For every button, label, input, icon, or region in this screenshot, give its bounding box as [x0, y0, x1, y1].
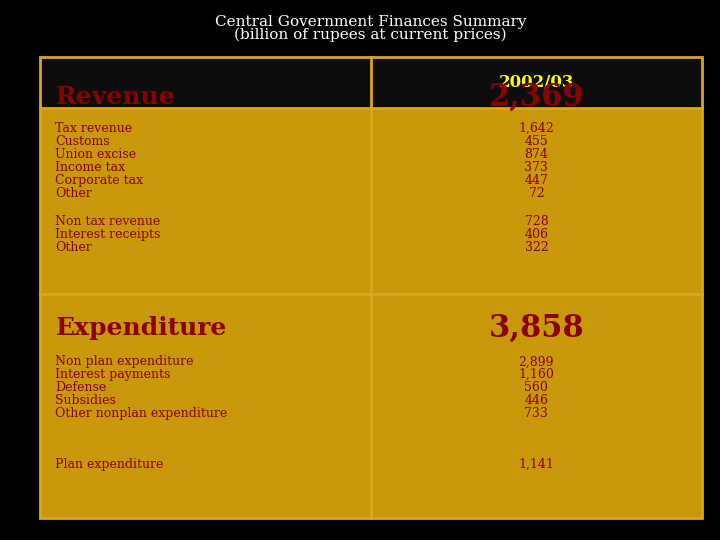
Text: Interest payments: Interest payments: [55, 368, 171, 381]
Text: 2,899: 2,899: [518, 355, 554, 368]
Bar: [40, 57, 702, 518]
Text: 3,858: 3,858: [489, 313, 584, 344]
Text: 733: 733: [524, 407, 549, 420]
Text: 455: 455: [525, 135, 548, 148]
Text: Defense: Defense: [55, 381, 107, 394]
Text: Interest receipts: Interest receipts: [55, 228, 161, 241]
Text: 1,642: 1,642: [518, 122, 554, 135]
Text: 874: 874: [524, 148, 549, 161]
Text: 373: 373: [524, 161, 549, 174]
Text: Other: Other: [55, 187, 92, 200]
Text: Corporate tax: Corporate tax: [55, 174, 143, 187]
Text: 72: 72: [528, 187, 544, 200]
Text: Central Government Finances Summary: Central Government Finances Summary: [215, 15, 526, 29]
Text: Customs: Customs: [55, 135, 110, 148]
Text: Plan expenditure: Plan expenditure: [55, 458, 164, 471]
Text: Revenue: Revenue: [55, 85, 175, 109]
Text: 2,369: 2,369: [489, 82, 584, 113]
Text: Expenditure: Expenditure: [55, 316, 227, 340]
Text: 406: 406: [524, 228, 549, 241]
Text: Other nonplan expenditure: Other nonplan expenditure: [55, 407, 228, 420]
Text: (billion of rupees at current prices): (billion of rupees at current prices): [235, 28, 507, 42]
Bar: [40, 57, 702, 108]
Text: Other: Other: [55, 241, 92, 254]
Text: 446: 446: [524, 394, 549, 407]
Text: 2002/03: 2002/03: [499, 74, 574, 91]
Text: 322: 322: [525, 241, 548, 254]
Text: Subsidies: Subsidies: [55, 394, 117, 407]
Text: Non tax revenue: Non tax revenue: [55, 215, 161, 228]
Text: Non plan expenditure: Non plan expenditure: [55, 355, 194, 368]
Text: 447: 447: [524, 174, 549, 187]
Text: 1,160: 1,160: [518, 368, 554, 381]
Text: 560: 560: [524, 381, 549, 394]
Text: Income tax: Income tax: [55, 161, 125, 174]
Text: Union excise: Union excise: [55, 148, 137, 161]
Text: 728: 728: [525, 215, 548, 228]
Text: Tax revenue: Tax revenue: [55, 122, 132, 135]
Bar: [40, 57, 702, 518]
Text: 1,141: 1,141: [518, 458, 554, 471]
